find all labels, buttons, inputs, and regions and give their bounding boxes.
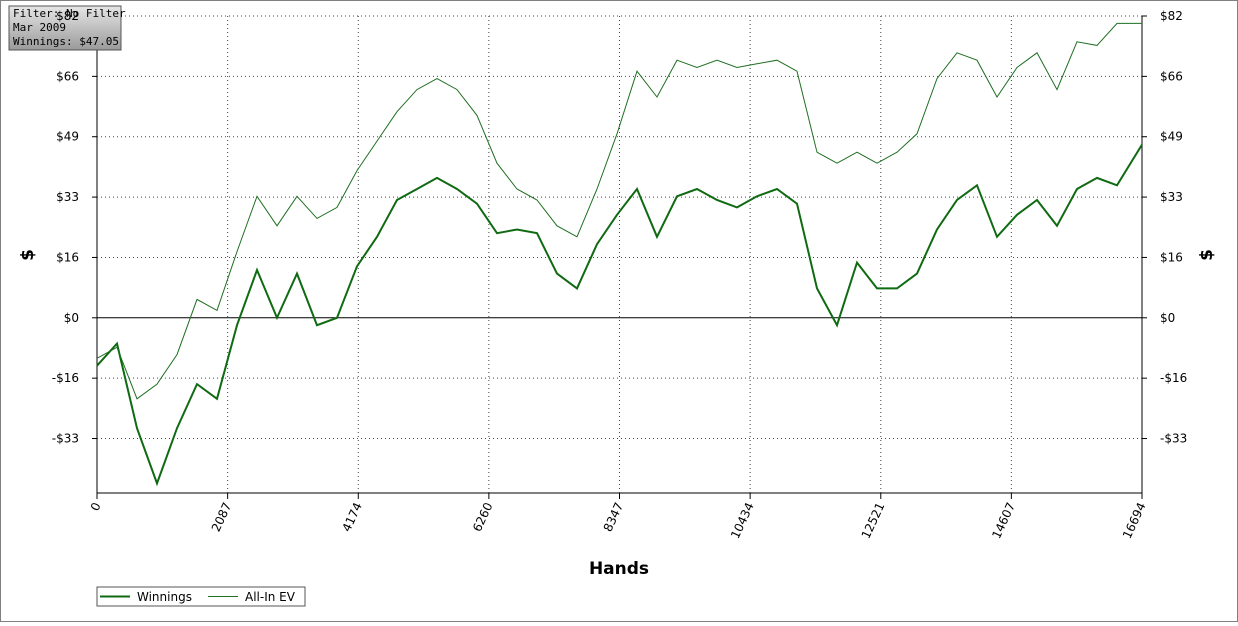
x-axis-label: Hands [589, 559, 649, 579]
y2-tick-label: $16 [1160, 250, 1183, 264]
info-box [8, 5, 122, 51]
legend-label: All-In EV [245, 590, 296, 604]
y-tick-label: $16 [56, 250, 79, 264]
y-tick-label: $33 [56, 190, 79, 204]
y-tick-label: $49 [56, 130, 79, 144]
info-text: Mar 2009 [13, 21, 66, 34]
y-tick-label: -$33 [52, 432, 79, 446]
y2-tick-label: $82 [1160, 9, 1183, 23]
y2-tick-label: $66 [1160, 69, 1183, 83]
y2-tick-label: $33 [1160, 190, 1183, 204]
y2-axis-label: $ [1197, 249, 1217, 261]
y-tick-label: $66 [56, 69, 79, 83]
y2-tick-label: -$33 [1160, 432, 1187, 446]
plot-area [92, 15, 1147, 499]
legend [96, 586, 306, 607]
series-line [96, 144, 1143, 487]
y2-tick-label: $49 [1160, 130, 1183, 144]
y-tick-label: -$16 [52, 371, 79, 385]
legend-label: Winnings [137, 590, 192, 604]
info-text: Filter: No Filter [13, 7, 126, 20]
series-line [96, 22, 1142, 400]
y2-tick-label: $0 [1160, 311, 1175, 325]
y-axis-label: $ [18, 249, 38, 261]
info-text: Winnings: $47.05 [13, 35, 119, 48]
y-tick-label: $82 [56, 9, 79, 23]
y-tick-label: $0 [64, 311, 79, 325]
y2-tick-label: -$16 [1160, 371, 1187, 385]
